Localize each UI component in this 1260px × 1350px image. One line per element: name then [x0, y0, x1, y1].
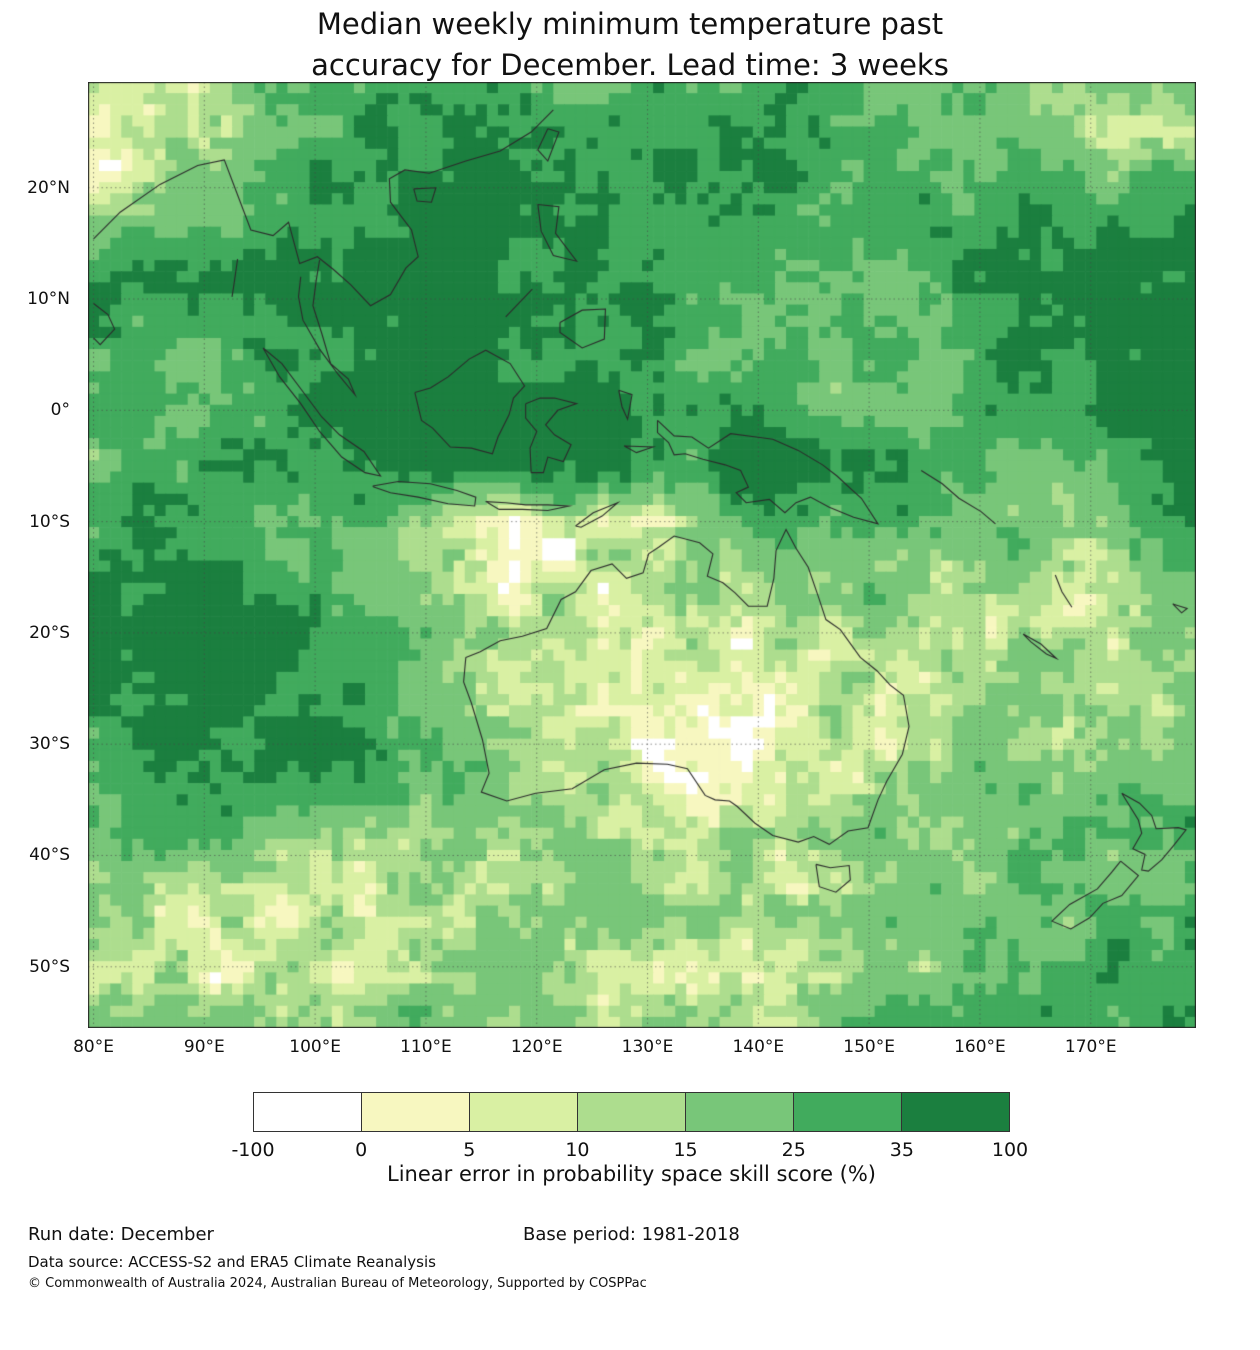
run-date-text: Run date: December — [28, 1224, 214, 1245]
x-tick-label: 160°E — [954, 1037, 1006, 1057]
y-tick-label: 40°S — [29, 845, 70, 866]
x-tick-label: 120°E — [510, 1037, 563, 1057]
colorbar-tick-label: 25 — [781, 1139, 806, 1161]
chart-title: Median weekly minimum temperature past a… — [0, 4, 1260, 85]
colorbar-swatch — [902, 1093, 1009, 1131]
map-plot: 20°N 10°N 0° 10°S 20°S 30°S 40°S 50°S 80°E 90°E 1… — [27, 82, 1196, 1057]
x-tick-label: 100°E — [289, 1037, 341, 1057]
x-tick-label: 150°E — [843, 1037, 895, 1057]
colorbar: -100 0 5 10 15 25 35 100 Linear error in probab… — [231, 1092, 1028, 1186]
copyright-text: © Commonwealth of Australia 2024, Austra… — [28, 1276, 647, 1291]
y-tick-label: 20°S — [29, 622, 70, 643]
x-tick-label: 110°E — [400, 1037, 452, 1057]
x-tick-label: 140°E — [732, 1037, 785, 1057]
y-tick-label: 10°N — [27, 289, 70, 310]
colorbar-swatches — [253, 1092, 1010, 1132]
colorbar-swatch — [578, 1093, 686, 1131]
y-tick-label: 10°S — [29, 511, 70, 532]
x-axis-tick-labels: 80°E 90°E 100°E 110°E 120°E 130°E 140°E 150°E 16… — [73, 1028, 1196, 1062]
colorbar-tick-label: -100 — [231, 1139, 275, 1161]
colorbar-tick-label: 10 — [565, 1139, 590, 1161]
y-tick-label: 20°N — [27, 177, 70, 198]
x-tick-label: 90°E — [183, 1037, 225, 1057]
colorbar-tick-labels: -100 0 5 10 15 25 35 100 — [231, 1132, 1028, 1161]
colorbar-tick-label: 100 — [991, 1139, 1029, 1161]
y-tick-label: 0° — [50, 400, 70, 421]
colorbar-swatch — [470, 1093, 578, 1131]
colorbar-tick-label: 15 — [673, 1139, 698, 1161]
y-axis-tick-labels: 20°N 10°N 0° 10°S 20°S 30°S 40°S 50°S — [0, 82, 80, 1028]
colorbar-tick-label: 0 — [355, 1139, 368, 1161]
x-tick-label: 170°E — [1064, 1037, 1117, 1057]
colorbar-swatch — [794, 1093, 902, 1131]
base-period-text: Base period: 1981-2018 — [523, 1224, 740, 1245]
colorbar-swatch — [362, 1093, 470, 1131]
x-tick-label: 80°E — [73, 1037, 114, 1057]
colorbar-label: Linear error in probability space skill … — [387, 1162, 876, 1186]
colorbar-tick-label: 5 — [463, 1139, 476, 1161]
chart-title-line2: accuracy for December. Lead time: 3 week… — [311, 47, 949, 82]
chart-title-line1: Median weekly minimum temperature past — [316, 7, 944, 41]
x-tick-label: 130°E — [621, 1037, 674, 1057]
y-tick-label: 50°S — [29, 956, 70, 977]
colorbar-tick-label: 35 — [889, 1139, 914, 1161]
data-source-text: Data source: ACCESS-S2 and ERA5 Climate … — [28, 1253, 436, 1271]
skill-score-heatmap-canvas — [88, 82, 1196, 1028]
y-tick-label: 30°S — [29, 734, 70, 755]
colorbar-swatch — [686, 1093, 794, 1131]
colorbar-swatch — [254, 1093, 362, 1131]
